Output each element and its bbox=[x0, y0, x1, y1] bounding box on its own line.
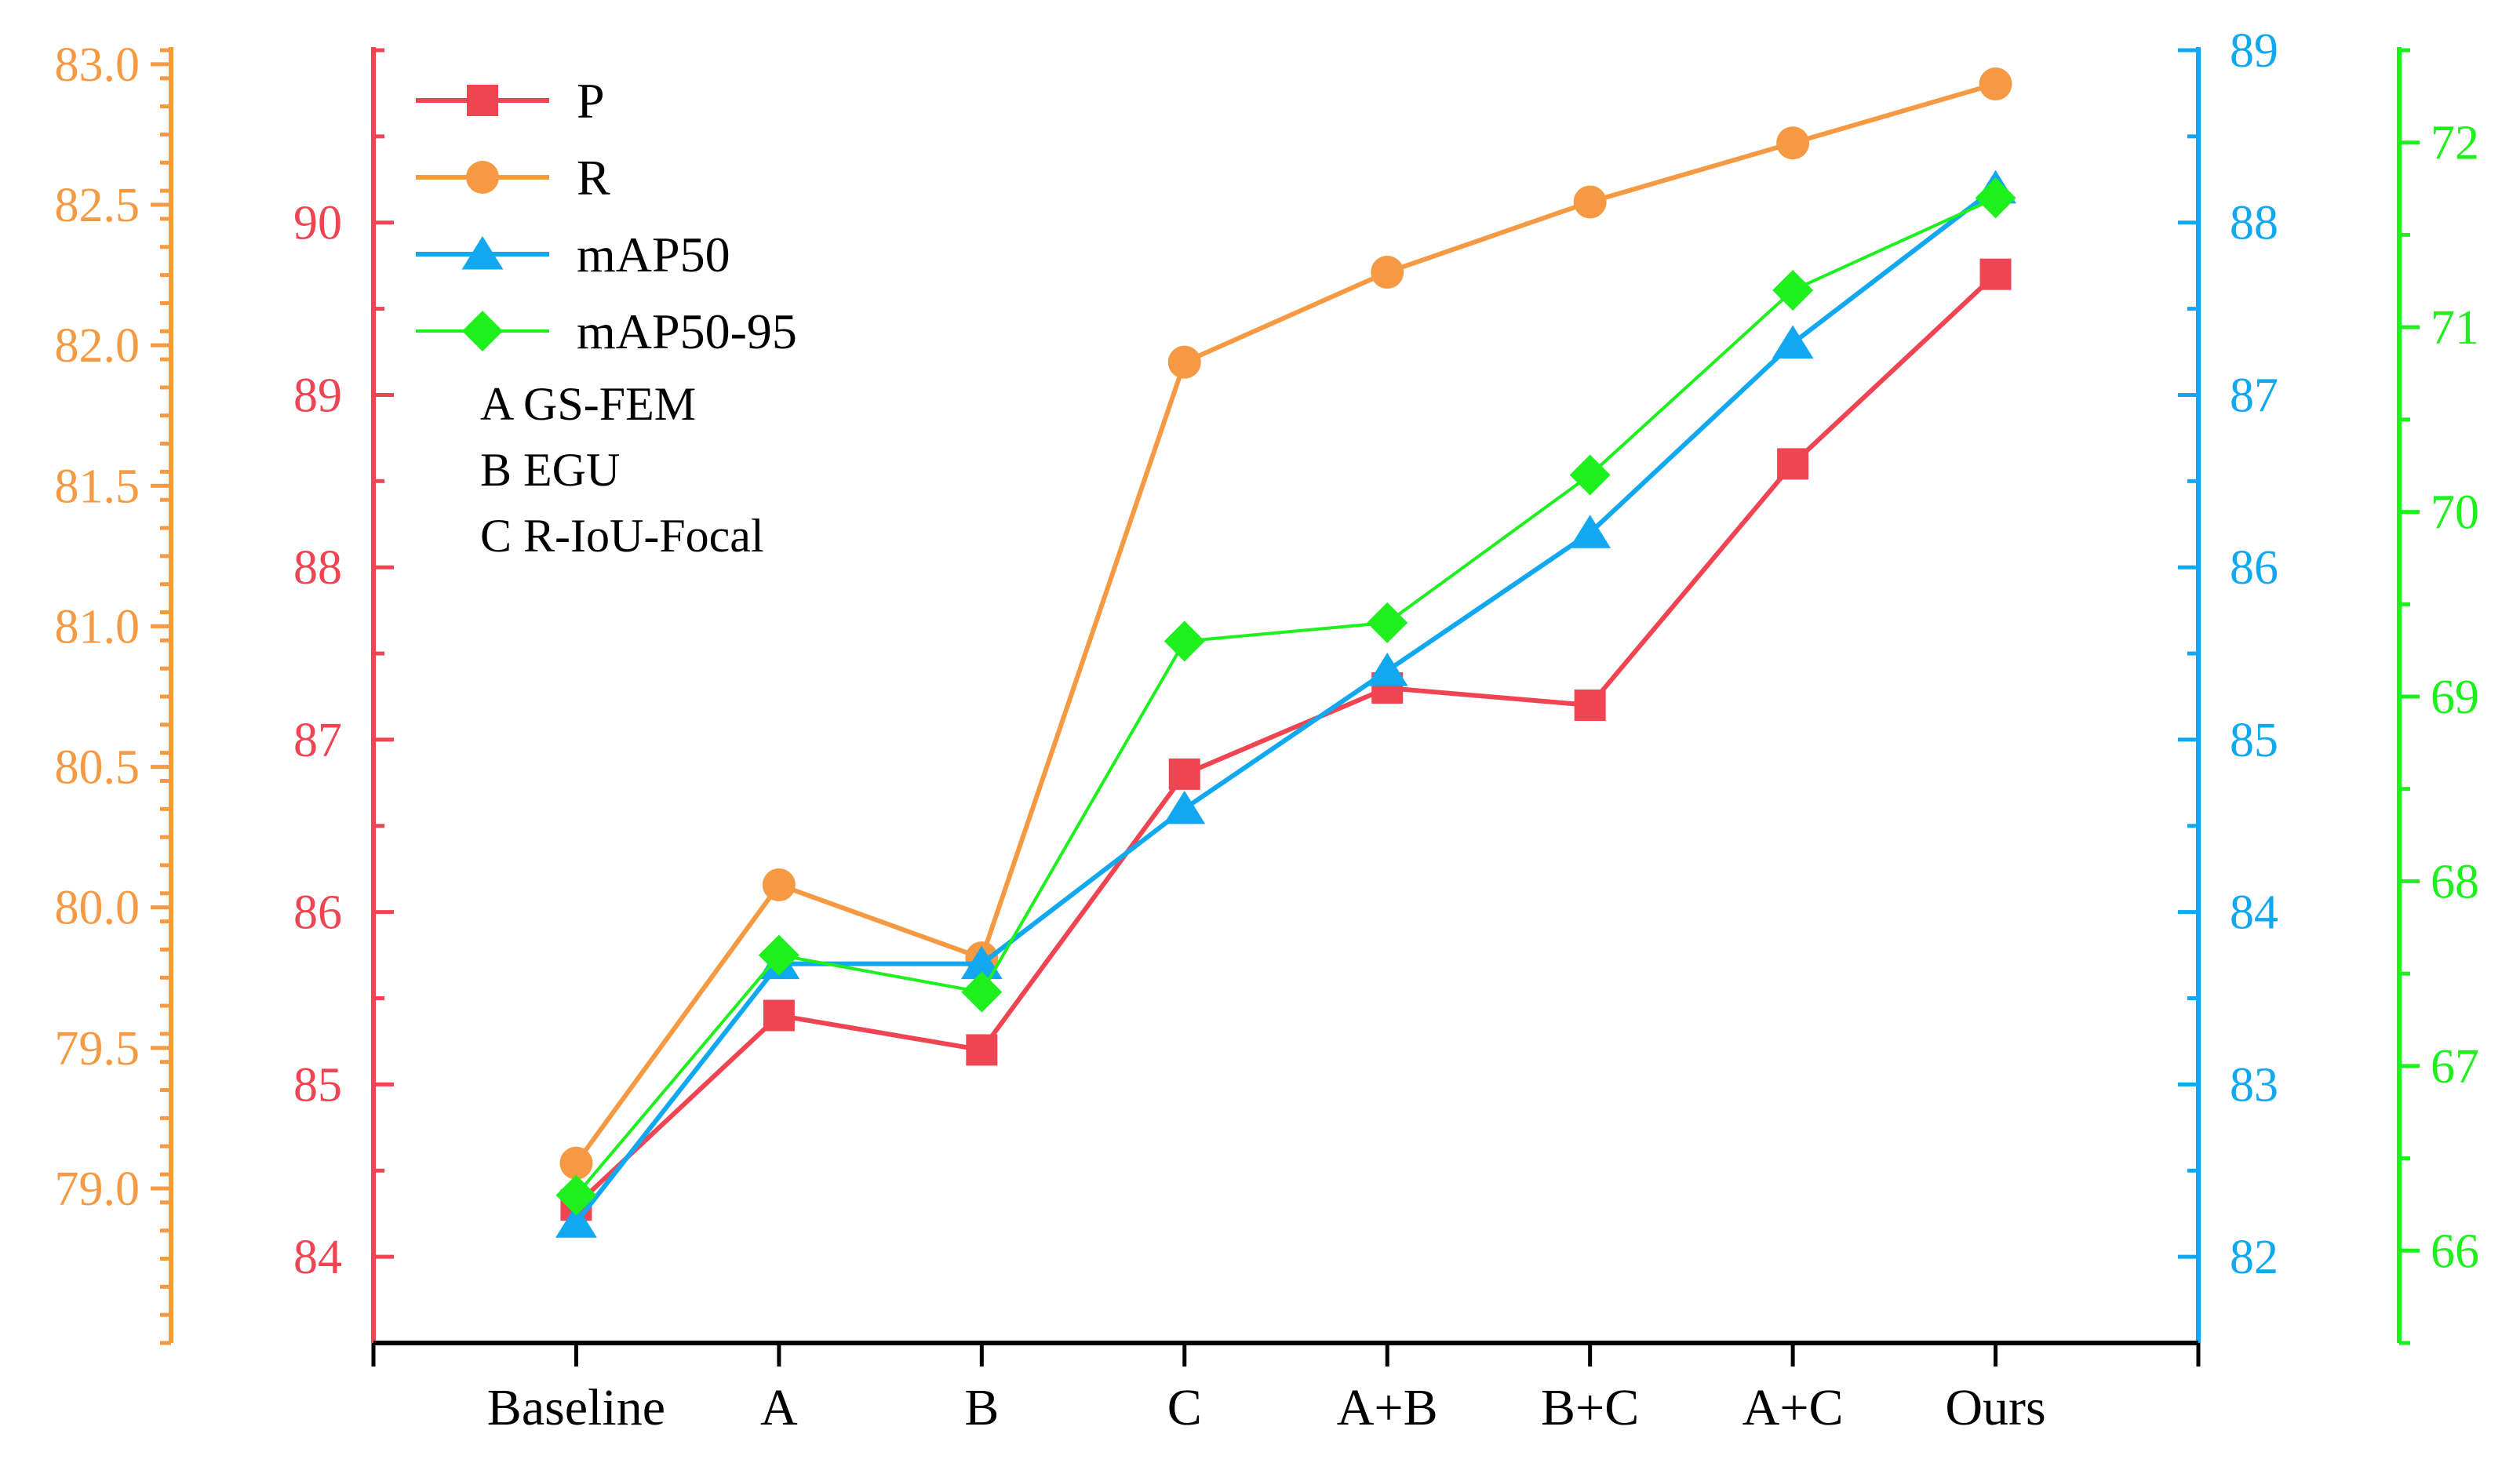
legend-marker bbox=[461, 236, 504, 270]
x-tick-label: A+B bbox=[1337, 1379, 1438, 1436]
data-point bbox=[1371, 256, 1404, 289]
legend-label: R bbox=[577, 150, 610, 206]
series-line bbox=[574, 272, 1997, 1207]
data-point bbox=[1163, 790, 1206, 824]
data-point bbox=[966, 1034, 998, 1066]
r-axis: 79.0 79.5 80.0 80.5 81.0 81.5 82.0 82.5 83.0 bbox=[55, 38, 173, 1345]
x-tick-label: C bbox=[1167, 1379, 1202, 1436]
data-point bbox=[555, 1174, 597, 1216]
series-line bbox=[574, 186, 1997, 1225]
r-tick-label: 80.0 bbox=[55, 882, 140, 935]
x-tick-label: Ours bbox=[1945, 1379, 2045, 1436]
p-tick-label: 89 bbox=[293, 369, 342, 422]
r-tick-label: 81.0 bbox=[55, 600, 140, 653]
series-line bbox=[574, 82, 1997, 1165]
x-tick-label: Baseline bbox=[487, 1379, 665, 1436]
map5095-tick-label: 70 bbox=[2431, 486, 2479, 540]
data-point bbox=[758, 934, 799, 976]
legend-label: mAP50 bbox=[577, 227, 730, 282]
data-point bbox=[1772, 270, 1814, 311]
series-map50-95 bbox=[555, 177, 2016, 1216]
legend-note: A GS-FEM bbox=[480, 378, 696, 430]
data-point bbox=[1366, 653, 1408, 686]
legend-marker bbox=[467, 85, 498, 116]
map50-tick-label: 85 bbox=[2230, 714, 2278, 767]
data-point bbox=[763, 999, 795, 1032]
series-p bbox=[560, 258, 2012, 1221]
x-axis: Baseline A B C A+B B+C A+C Ours bbox=[371, 1341, 2201, 1436]
map50-tick-label: 87 bbox=[2230, 369, 2278, 422]
x-tick-label: A+C bbox=[1743, 1379, 1844, 1436]
map5095-axis: 66 67 68 69 70 71 72 bbox=[2397, 47, 2479, 1345]
data-point bbox=[1975, 177, 2016, 219]
p-tick-label: 85 bbox=[293, 1058, 342, 1112]
r-tick-label: 83.0 bbox=[55, 38, 140, 92]
r-tick-label: 79.0 bbox=[55, 1163, 140, 1216]
r-tick-label: 82.5 bbox=[55, 179, 140, 232]
legend-note: C R-IoU-Focal bbox=[480, 510, 764, 562]
data-point bbox=[1776, 126, 1810, 160]
map50-tick-label: 89 bbox=[2230, 24, 2278, 78]
series-line bbox=[574, 196, 1997, 1196]
p-tick-label: 90 bbox=[293, 197, 342, 250]
data-point bbox=[1367, 602, 1408, 643]
p-tick-label: 84 bbox=[293, 1231, 342, 1284]
map5095-tick-label: 66 bbox=[2431, 1225, 2479, 1278]
data-point bbox=[1168, 758, 1200, 790]
legend-marker bbox=[462, 311, 503, 351]
data-point bbox=[1777, 448, 1809, 480]
legend-label: P bbox=[577, 73, 605, 129]
legend-marker bbox=[466, 161, 499, 194]
x-tick-label: B+C bbox=[1541, 1379, 1639, 1436]
legend-label: mAP50-95 bbox=[577, 304, 797, 359]
map50-tick-label: 82 bbox=[2230, 1231, 2278, 1284]
data-point bbox=[1569, 515, 1611, 548]
x-tick-label: A bbox=[760, 1379, 798, 1436]
r-tick-label: 82.0 bbox=[55, 319, 140, 373]
data-point bbox=[1569, 454, 1611, 496]
map5095-tick-label: 69 bbox=[2431, 671, 2479, 724]
map5095-tick-label: 67 bbox=[2431, 1040, 2479, 1094]
data-point bbox=[762, 868, 796, 902]
map5095-tick-label: 71 bbox=[2431, 301, 2479, 355]
r-tick-label: 79.5 bbox=[55, 1022, 140, 1075]
map50-tick-label: 88 bbox=[2230, 197, 2278, 250]
legend-note: B EGU bbox=[480, 444, 620, 496]
data-point bbox=[559, 1146, 593, 1180]
data-point bbox=[1772, 325, 1814, 359]
data-point bbox=[1163, 621, 1205, 662]
map50-tick-label: 86 bbox=[2230, 541, 2278, 595]
map50-axis: 82 83 84 85 86 87 88 89 bbox=[2178, 24, 2278, 1345]
data-point bbox=[555, 1204, 597, 1238]
series-map50 bbox=[555, 169, 2017, 1238]
data-point bbox=[1574, 689, 1606, 721]
r-tick-label: 81.5 bbox=[55, 460, 140, 513]
data-point bbox=[961, 971, 1003, 1013]
p-tick-label: 86 bbox=[293, 886, 342, 940]
data-point bbox=[960, 945, 1003, 980]
map50-tick-label: 84 bbox=[2230, 886, 2278, 940]
r-tick-label: 80.5 bbox=[55, 741, 140, 795]
data-point bbox=[1979, 67, 2012, 100]
data-point bbox=[1573, 185, 1607, 219]
map5095-tick-label: 68 bbox=[2431, 855, 2479, 908]
map5095-tick-label: 72 bbox=[2431, 117, 2479, 170]
p-axis: 84 85 86 87 88 89 90 bbox=[293, 47, 394, 1345]
data-point bbox=[1979, 258, 2012, 290]
data-point bbox=[1167, 345, 1201, 379]
x-tick-label: B bbox=[964, 1379, 999, 1436]
p-tick-label: 88 bbox=[293, 541, 342, 595]
map50-tick-label: 83 bbox=[2230, 1058, 2278, 1112]
p-tick-label: 87 bbox=[293, 714, 342, 767]
